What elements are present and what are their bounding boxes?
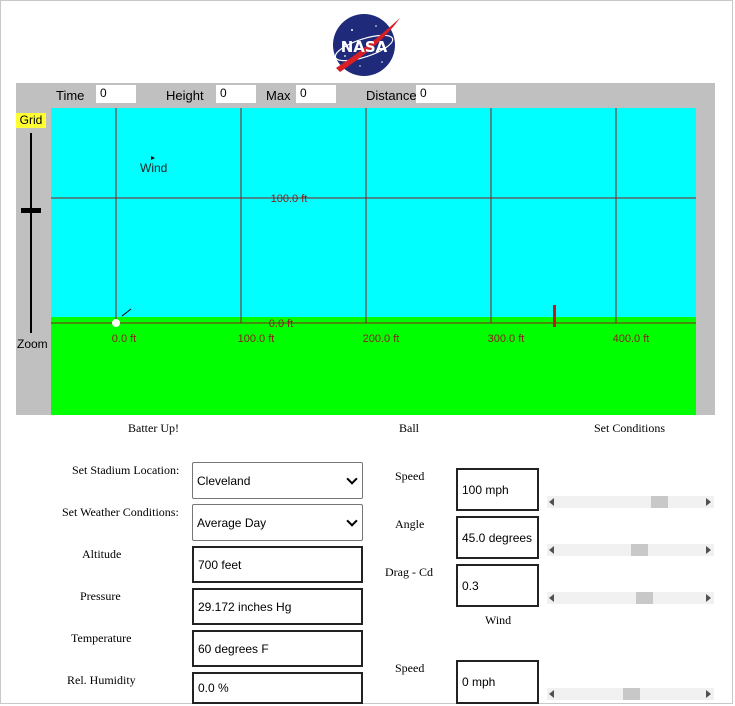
distance-readout[interactable]: 0 (416, 85, 456, 103)
drag-slider-thumb[interactable] (635, 592, 653, 604)
height-label-100: 100.0 ft (271, 193, 308, 205)
time-readout[interactable]: 0 (96, 85, 136, 103)
max-label: Max (266, 88, 291, 103)
distance-label-200: 200.0 ft (363, 333, 400, 345)
time-label: Time (56, 88, 85, 103)
altitude-label: Altitude (82, 547, 122, 561)
wind-indicator: Wind (140, 156, 167, 175)
drag-slider[interactable] (547, 592, 714, 604)
angle-label: Angle (395, 517, 425, 531)
stadium-select[interactable]: Cleveland (192, 462, 363, 499)
arrow-left-icon[interactable] (549, 594, 554, 602)
zoom-slider-track[interactable] (30, 133, 32, 333)
stadium-label: Set Stadium Location: (72, 463, 180, 477)
wind-speed-slider-thumb[interactable] (623, 688, 641, 700)
speed-slider[interactable] (547, 496, 714, 508)
height-label-0: 0.0 ft (269, 318, 293, 330)
stadium-select-value: Cleveland (197, 473, 251, 488)
arrow-right-icon[interactable] (706, 498, 711, 506)
wind-speed-field[interactable]: 0 mph (456, 660, 539, 704)
distance-label-100: 100.0 ft (238, 333, 275, 345)
grass (51, 317, 696, 415)
zoom-label: Zoom (17, 337, 48, 351)
temperature-field[interactable]: 60 degrees F (192, 630, 363, 667)
chevron-down-icon (346, 472, 358, 485)
angle-field[interactable]: 45.0 degrees (456, 516, 539, 559)
temperature-label: Temperature (71, 631, 132, 645)
arrow-right-icon[interactable] (706, 546, 711, 554)
altitude-field[interactable]: 700 feet (192, 546, 363, 583)
speed-label: Speed (395, 469, 425, 483)
arrow-right-icon[interactable] (706, 690, 711, 698)
distance-label-400: 400.0 ft (613, 333, 650, 345)
height-readout[interactable]: 0 (216, 85, 256, 103)
chevron-down-icon (346, 514, 358, 527)
tab-set-conditions[interactable]: Set Conditions (594, 421, 666, 435)
wind-speed-label: Speed (395, 661, 425, 675)
pressure-label: Pressure (80, 589, 121, 603)
max-readout[interactable]: 0 (296, 85, 336, 103)
speed-field[interactable]: 100 mph (456, 468, 539, 511)
drag-field[interactable]: 0.3 (456, 564, 539, 607)
nasa-logo-text: NASA (341, 38, 388, 56)
baseball (112, 319, 120, 327)
angle-slider[interactable] (547, 544, 714, 556)
ballpark-field[interactable]: 100.0 ft 0.0 ft 0.0 ft 100.0 ft 200.0 ft… (51, 108, 696, 415)
humidity-label: Rel. Humidity (67, 673, 136, 687)
bat (121, 308, 132, 317)
wind-heading: Wind (485, 613, 512, 627)
grid-toggle[interactable]: Grid (16, 113, 46, 128)
weather-select[interactable]: Average Day (192, 504, 363, 541)
weather-select-value: Average Day (197, 515, 267, 530)
arrow-left-icon[interactable] (549, 498, 554, 506)
wind-arrow-icon (151, 156, 155, 160)
distance-label-300: 300.0 ft (488, 333, 525, 345)
arrow-left-icon[interactable] (549, 690, 554, 698)
weather-label: Set Weather Conditions: (62, 505, 179, 519)
distance-label: Distance (366, 88, 417, 103)
pressure-field[interactable]: 29.172 inches Hg (192, 588, 363, 625)
tab-ball[interactable]: Ball (399, 421, 419, 435)
speed-slider-thumb[interactable] (650, 496, 668, 508)
nasa-logo: NASA (333, 14, 400, 76)
zoom-slider-handle[interactable] (21, 208, 41, 213)
drag-label: Drag - Cd (385, 565, 433, 579)
distance-label-0: 0.0 ft (112, 333, 136, 345)
tab-batter-up[interactable]: Batter Up! (128, 421, 179, 435)
fence-marker (553, 305, 556, 327)
angle-slider-thumb[interactable] (630, 544, 648, 556)
height-label: Height (166, 88, 204, 103)
wind-label: Wind (140, 161, 167, 175)
sky (51, 108, 696, 317)
humidity-field[interactable]: 0.0 % (192, 672, 363, 704)
arrow-right-icon[interactable] (706, 594, 711, 602)
arrow-left-icon[interactable] (549, 546, 554, 554)
wind-speed-slider[interactable] (547, 688, 714, 700)
